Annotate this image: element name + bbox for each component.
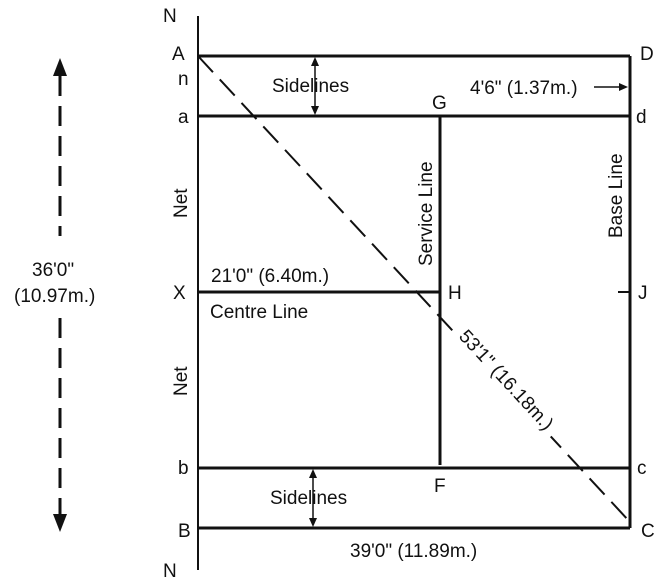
sidelines-top-arrow <box>311 57 319 115</box>
net-lower-label: Net <box>171 366 192 396</box>
label-D: D <box>640 44 654 65</box>
label-J: J <box>638 283 648 304</box>
alley-width-label: 4'6" (1.37m.) <box>470 78 578 99</box>
label-n-top: N <box>163 6 177 27</box>
diagonal-label: 53'1" (16.18m.) <box>454 326 557 435</box>
net-upper-label: Net <box>171 188 192 218</box>
label-X: X <box>173 283 186 304</box>
service-line-label: Service Line <box>416 161 437 266</box>
length-label: 39'0" (11.89m.) <box>350 541 477 562</box>
label-B: B <box>178 521 191 542</box>
base-line-label: Base Line <box>606 153 627 238</box>
label-A: A <box>172 44 185 65</box>
label-F: F <box>434 476 446 497</box>
alley-width-arrow <box>594 83 628 91</box>
diagonal-line <box>197 55 631 523</box>
service-length-label: 21'0" (6.40m.) <box>211 266 329 287</box>
label-n-bottom: N <box>163 561 177 581</box>
label-d: d <box>636 107 647 128</box>
label-H: H <box>448 283 462 304</box>
width-dimension-arrow <box>53 58 67 532</box>
width-m-label: (10.97m.) <box>14 286 95 307</box>
sidelines-bottom-arrow <box>309 469 317 527</box>
sidelines-bottom-label: Sidelines <box>270 488 347 509</box>
label-C: C <box>641 521 655 542</box>
label-b: b <box>178 458 189 479</box>
label-G: G <box>432 93 447 114</box>
label-n-small: n <box>178 69 189 90</box>
label-a: a <box>178 107 189 128</box>
sidelines-top-label: Sidelines <box>272 76 349 97</box>
label-c: c <box>637 458 647 479</box>
centre-line-label: Centre Line <box>210 302 308 323</box>
diagonal-label-group: 53'1" (16.18m.) <box>451 323 563 442</box>
width-ft-label: 36'0" <box>32 260 74 281</box>
